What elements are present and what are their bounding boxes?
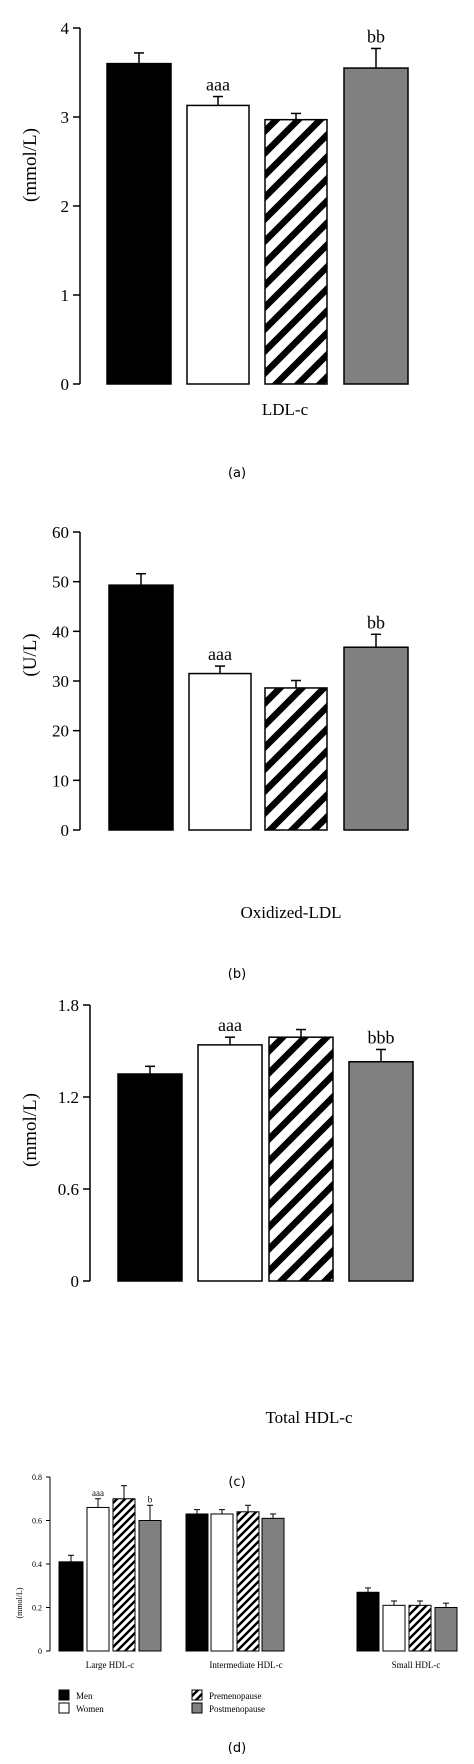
- legend-swatch-women: [58, 1702, 70, 1714]
- panel-b-bars: [108, 584, 409, 831]
- legend-swatch-premenopause: [191, 1689, 203, 1701]
- panel-d-error-bars: [68, 1485, 449, 1608]
- panel-b-y-axis-label: (U/L): [20, 633, 41, 676]
- panel-b-bar-premenopause-0: [264, 687, 328, 831]
- legend-label-men: Men: [76, 1691, 93, 1701]
- panel-c-y-tick-label-0: 0: [71, 1272, 80, 1291]
- panel-b-category-label: Oxidized-LDL: [240, 903, 341, 922]
- panel-d-y-tick-label-0: 0: [38, 1647, 42, 1656]
- panel-a-y-tick-label-2: 2: [61, 197, 70, 216]
- panel-d-category-label-2: Intermediate HDL-c: [209, 1660, 282, 1670]
- panel-d-y-axis-label: (mmol/L): [15, 1587, 24, 1618]
- panel-a-y-tick-label-4: 4: [61, 19, 70, 38]
- panel-a-category-label: LDL-c: [262, 400, 309, 419]
- panel-d-bars: [58, 1498, 458, 1652]
- legend-label-postmenopause: Postmenopause: [209, 1704, 265, 1714]
- panel-b-y-tick-label-5: 50: [52, 573, 69, 592]
- panel-a-annotation-postmenopause-0: bb: [367, 26, 385, 46]
- panel-c-y-tick-label-2: 1.2: [58, 1088, 79, 1107]
- panel-b-y-tick-label-0: 0: [61, 821, 70, 840]
- panel-c-annotation-postmenopause-0: bbb: [368, 1027, 395, 1047]
- panel-b-y-tick-label-3: 30: [52, 672, 69, 691]
- panel-b-annotation-women-0: aaa: [208, 644, 232, 664]
- panel-d-bar-premenopause-0: [112, 1498, 136, 1652]
- panel-b-y-tick-label-1: 10: [52, 771, 69, 790]
- panel-b-bar-postmenopause-0: [343, 646, 409, 831]
- panel-c-annotations: aaa bbb: [218, 1015, 394, 1047]
- panel-a-bar-men-0: [106, 62, 172, 385]
- panel-b-y-tick-label-2: 20: [52, 722, 69, 741]
- panel-d-annotation-postmenopause-0: b: [148, 1494, 153, 1504]
- panel-c-label: (c): [228, 1475, 245, 1490]
- panel-d-label: (d): [228, 1741, 246, 1756]
- panel-a-ldl-chart: aaa bb 0 1 2 3 4 (mmol/L) LDL-c (a): [20, 19, 409, 481]
- panel-c-y-axis: 0 0.6 1.2 1.8: [58, 996, 91, 1291]
- panel-a-bar-premenopause-0: [264, 118, 328, 385]
- panel-b-y-tick-label-4: 40: [52, 622, 69, 641]
- panel-c-bar-premenopause-0: [268, 1036, 334, 1282]
- panel-c-total-hdl-chart: aaa bbb 0 0.6 1.2 1.8 (mmol/L) Total HDL-c (…: [20, 996, 414, 1490]
- panel-b-error-bars: [136, 572, 381, 688]
- panel-a-bar-women-0: [186, 104, 250, 385]
- legend-swatch-men: [58, 1689, 70, 1701]
- panel-a-y-axis: 0 1 2 3 4: [61, 19, 81, 394]
- panel-a-y-tick-label-0: 0: [61, 375, 70, 394]
- legend-label-women: Women: [76, 1704, 104, 1714]
- panel-d-bar-premenopause-2: [408, 1604, 432, 1652]
- panel-a-bars: [106, 62, 409, 385]
- panel-d-annotation-women-0: aaa: [92, 1488, 104, 1498]
- panel-d-y-axis: 0 0.2 0.4 0.6 0.8: [32, 1473, 51, 1656]
- panel-b-y-tick-label-6: 60: [52, 523, 69, 542]
- panel-d-y-tick-label-3: 0.6: [32, 1516, 42, 1525]
- panel-c-category-label: Total HDL-c: [265, 1408, 353, 1427]
- panel-a-y-tick-label-1: 1: [61, 286, 70, 305]
- panel-d-category-label-3: Small HDL-c: [392, 1660, 441, 1670]
- panel-d-annotations: aaa b: [92, 1488, 153, 1505]
- panel-b-oxidized-ldl-chart: aaa bb 0 10 20 30 40 50 60 (U/L) Oxidized-LDL (…: [20, 523, 409, 982]
- panel-c-annotation-women-0: aaa: [218, 1015, 242, 1035]
- panel-c-bar-men-0: [117, 1073, 183, 1282]
- panel-a-label: (a): [228, 466, 246, 481]
- panel-c-y-tick-label-1: 0.6: [58, 1180, 79, 1199]
- panel-b-y-axis: 0 10 20 30 40 50 60: [52, 523, 81, 840]
- legend-label-premenopause: Premenopause: [209, 1691, 261, 1701]
- panel-b-annotations: aaa bb: [208, 612, 385, 664]
- panel-d-bar-women-2: [382, 1604, 406, 1652]
- panel-d-category-label-1: Large HDL-c: [86, 1660, 135, 1670]
- panel-c-bar-postmenopause-0: [348, 1060, 414, 1282]
- panel-b-bar-men-0: [108, 584, 174, 831]
- panel-d-bar-postmenopause-1: [261, 1517, 285, 1652]
- panel-d-y-tick-label-4: 0.8: [32, 1473, 42, 1482]
- panel-c-bars: [117, 1036, 414, 1282]
- panel-d-bar-men-1: [185, 1513, 209, 1652]
- panel-d-bar-women-1: [210, 1513, 234, 1652]
- panel-a-y-axis-label: (mmol/L): [20, 128, 41, 202]
- panel-c-bar-women-0: [197, 1044, 263, 1282]
- panel-a-y-tick-label-3: 3: [61, 108, 70, 127]
- panel-d-bar-premenopause-1: [236, 1511, 260, 1652]
- panel-a-bar-postmenopause-0: [343, 67, 409, 385]
- panel-d-bar-men-2: [356, 1591, 380, 1652]
- panel-c-y-axis-label: (mmol/L): [20, 1093, 41, 1167]
- panel-d-y-tick-label-2: 0.4: [32, 1560, 42, 1569]
- legend: Men Women Premenopause Postmenopause: [58, 1689, 265, 1714]
- panel-b-bar-women-0: [188, 672, 252, 831]
- panel-c-error-bars: [145, 1028, 386, 1074]
- panel-d-bar-postmenopause-0: [138, 1520, 162, 1652]
- legend-swatch-postmenopause: [191, 1702, 203, 1714]
- panel-d-bar-women-0: [86, 1506, 110, 1652]
- panel-d-bar-postmenopause-2: [434, 1607, 458, 1652]
- panel-a-annotation-women-0: aaa: [206, 75, 230, 95]
- panel-b-annotation-postmenopause-0: bb: [367, 612, 385, 632]
- panel-b-label: (b): [228, 967, 246, 982]
- panel-c-y-tick-label-3: 1.8: [58, 996, 79, 1015]
- panel-a-annotations: aaa bb: [206, 26, 385, 94]
- panel-a-error-bars: [134, 47, 381, 120]
- panel-d-bar-men-0: [58, 1561, 84, 1652]
- panel-d-y-tick-label-1: 0.2: [32, 1603, 42, 1612]
